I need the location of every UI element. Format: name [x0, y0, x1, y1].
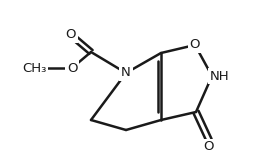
Text: O: O	[204, 140, 214, 154]
Text: O: O	[190, 38, 200, 52]
Text: N: N	[121, 67, 131, 79]
Text: CH₃: CH₃	[22, 61, 46, 74]
Text: NH: NH	[210, 70, 230, 82]
Text: O: O	[66, 29, 76, 41]
Text: O: O	[67, 61, 77, 74]
